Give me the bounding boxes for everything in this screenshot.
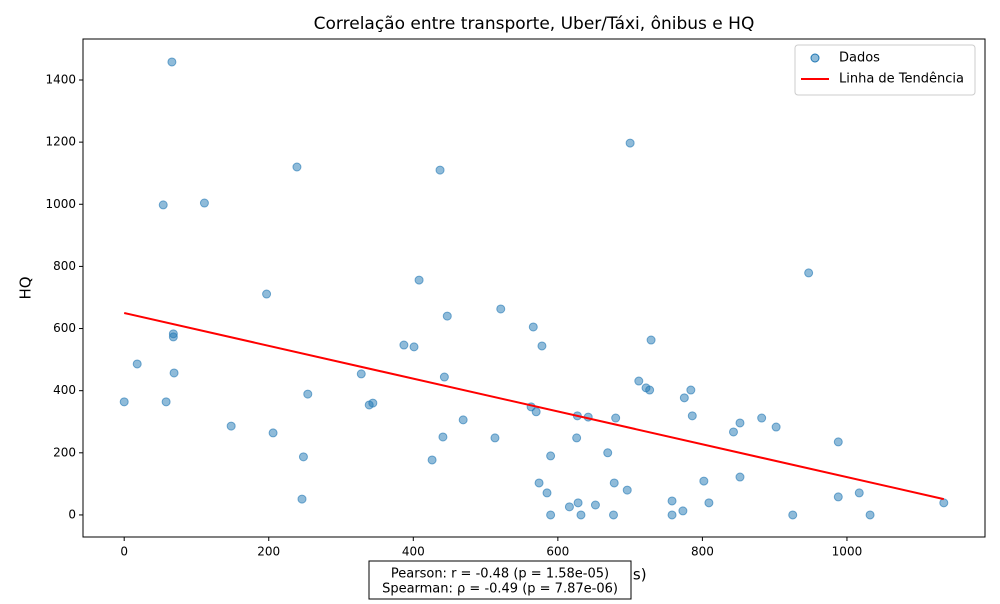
data-point: [438, 432, 448, 442]
y-tick-label: 200: [53, 445, 76, 459]
data-point: [161, 397, 171, 407]
data-point: [687, 411, 697, 421]
data-point: [546, 510, 556, 520]
data-point: [788, 510, 798, 520]
data-point: [564, 502, 574, 512]
data-point: [303, 389, 313, 399]
y-tick-label: 400: [53, 383, 76, 397]
data-point: [804, 268, 814, 278]
data-point: [158, 200, 168, 210]
data-point: [268, 428, 278, 438]
data-point: [609, 510, 619, 520]
data-point: [667, 510, 677, 520]
x-tick-label: 0: [120, 545, 128, 559]
data-point: [537, 341, 547, 351]
data-point: [939, 498, 949, 508]
data-point: [439, 372, 449, 382]
data-point: [704, 498, 714, 508]
x-tick-label: 1000: [832, 545, 863, 559]
data-point: [622, 485, 632, 495]
data-point: [576, 510, 586, 520]
stats-text: Pearson: r = -0.48 (p = 1.58e-05): [391, 567, 609, 582]
data-point: [699, 476, 709, 486]
y-axis-label: HQ: [17, 276, 35, 299]
legend-label: Dados: [839, 51, 880, 66]
data-point: [414, 275, 424, 285]
data-point: [573, 498, 583, 508]
y-tick-label: 1200: [45, 135, 76, 149]
data-point: [132, 359, 142, 369]
data-point: [542, 488, 552, 498]
x-tick-label: 400: [402, 545, 425, 559]
data-point: [356, 369, 366, 379]
data-point: [292, 162, 302, 172]
data-point: [645, 385, 655, 395]
data-point: [735, 472, 745, 482]
data-point: [865, 510, 875, 520]
data-point: [368, 398, 378, 408]
data-point: [528, 322, 538, 332]
data-point: [435, 165, 445, 175]
data-point: [609, 478, 619, 488]
y-tick-label: 1400: [45, 73, 76, 87]
data-point: [442, 311, 452, 321]
data-point: [298, 452, 308, 462]
y-tick-label: 0: [68, 507, 76, 521]
data-point: [572, 433, 582, 443]
data-point: [167, 57, 177, 67]
data-point: [625, 138, 635, 148]
chart-title: Correlação entre transporte, Uber/Táxi, …: [314, 14, 755, 34]
x-tick-label: 800: [691, 545, 714, 559]
data-point: [611, 413, 621, 423]
data-point: [490, 433, 500, 443]
data-point: [199, 198, 209, 208]
data-point: [169, 368, 179, 378]
data-point: [646, 335, 656, 345]
y-tick-label: 600: [53, 321, 76, 335]
data-point: [667, 496, 677, 506]
data-point: [409, 342, 419, 352]
stats-box: [368, 560, 632, 600]
legend-label: Linha de Tendência: [839, 72, 964, 87]
trend-line: [123, 312, 945, 501]
data-point: [603, 448, 613, 458]
data-point: [735, 418, 745, 428]
data-point: [686, 385, 696, 395]
data-point: [679, 393, 689, 403]
data-point: [833, 437, 843, 447]
data-point: [262, 289, 272, 299]
data-point: [531, 407, 541, 417]
data-point: [771, 422, 781, 432]
data-point: [399, 340, 409, 350]
data-point: [496, 304, 506, 314]
data-point: [854, 488, 864, 498]
data-point: [833, 492, 843, 502]
data-point: [168, 332, 178, 342]
data-point: [757, 413, 767, 423]
x-tick-label: 200: [257, 545, 280, 559]
y-tick-label: 800: [53, 259, 76, 273]
legend-box: [794, 44, 976, 96]
legend-swatch: [810, 53, 820, 63]
data-point: [226, 421, 236, 431]
data-point: [119, 397, 129, 407]
data-point: [590, 500, 600, 510]
y-tick-label: 1000: [45, 197, 76, 211]
data-point: [427, 455, 437, 465]
x-tick-label: 600: [546, 545, 569, 559]
data-point: [458, 415, 468, 425]
data-point: [634, 376, 644, 386]
data-point: [728, 427, 738, 437]
data-point: [297, 494, 307, 504]
stats-text: Spearman: ρ = -0.49 (p = 7.87e-06): [382, 582, 618, 597]
data-point: [534, 478, 544, 488]
plot-frame: [82, 38, 986, 538]
data-point: [546, 451, 556, 461]
data-point: [678, 506, 688, 516]
